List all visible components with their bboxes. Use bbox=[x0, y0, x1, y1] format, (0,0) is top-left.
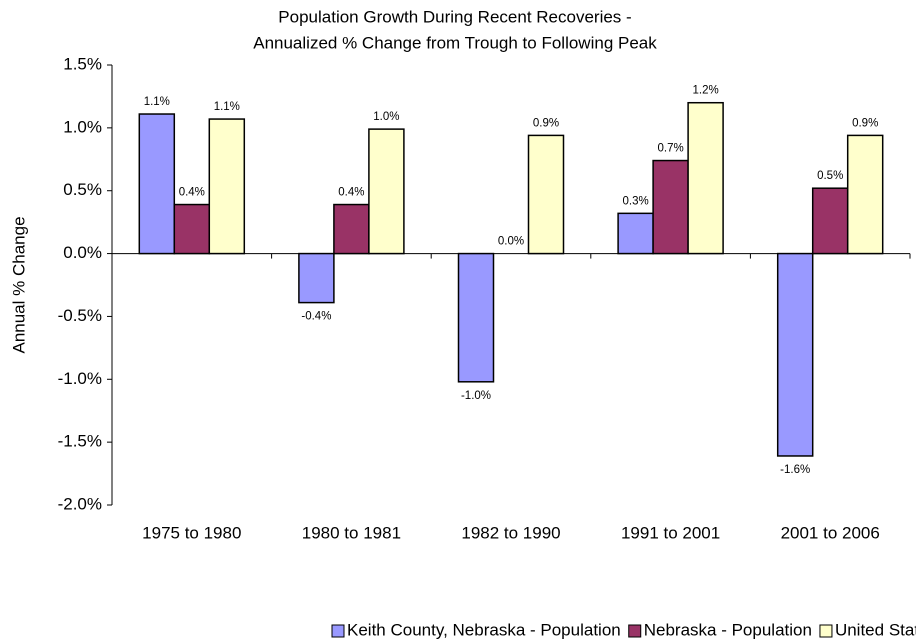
bar bbox=[846, 134, 884, 255]
x-tick-label: 1982 to 1990 bbox=[461, 523, 560, 542]
y-tick-label: 1.0% bbox=[63, 117, 102, 136]
value-label: 1.1% bbox=[214, 101, 240, 113]
legend-swatch bbox=[331, 624, 345, 638]
y-tick-label: 0.5% bbox=[63, 180, 102, 199]
value-label: 0.4% bbox=[179, 187, 205, 199]
y-tick-label: -0.5% bbox=[58, 306, 102, 325]
y-tick-label: 0.0% bbox=[63, 243, 102, 262]
chart-title: Population Growth During Recent Recoveri… bbox=[278, 7, 631, 26]
legend-label: Nebraska - Population bbox=[644, 620, 812, 639]
y-axis-label: Annual % Change bbox=[9, 216, 28, 353]
x-tick-label: 1991 to 2001 bbox=[621, 523, 720, 542]
y-tick-label: -1.5% bbox=[58, 432, 102, 451]
y-tick-label: -1.0% bbox=[58, 369, 102, 388]
legend-swatch bbox=[628, 624, 642, 638]
x-tick-label: 1975 to 1980 bbox=[142, 523, 241, 542]
value-label: 0.0% bbox=[498, 236, 524, 248]
value-label: 0.3% bbox=[622, 195, 648, 207]
bar bbox=[811, 187, 849, 255]
x-tick-label: 2001 to 2006 bbox=[781, 523, 880, 542]
bar bbox=[298, 252, 335, 304]
y-tick-label: 1.5% bbox=[63, 54, 102, 73]
value-label: 0.9% bbox=[852, 117, 878, 129]
bar bbox=[333, 203, 370, 255]
legend-label: Keith County, Nebraska - Population bbox=[347, 620, 621, 639]
value-label: -1.6% bbox=[780, 464, 810, 476]
bar bbox=[368, 128, 405, 255]
value-label: 1.0% bbox=[373, 111, 399, 123]
value-label: 1.1% bbox=[144, 96, 170, 108]
bar bbox=[173, 203, 211, 255]
value-label: -1.0% bbox=[461, 390, 491, 402]
bar bbox=[617, 212, 654, 255]
value-label: 0.4% bbox=[338, 187, 364, 199]
x-tick-label: 1980 to 1981 bbox=[302, 523, 401, 542]
legend-swatch bbox=[819, 624, 833, 638]
value-label: 0.7% bbox=[657, 143, 683, 155]
bar bbox=[776, 252, 814, 457]
legend-label: United States - Population bbox=[835, 620, 916, 639]
bar bbox=[652, 159, 689, 255]
bar bbox=[687, 101, 724, 255]
bar bbox=[208, 118, 246, 255]
y-tick-label: -2.0% bbox=[58, 494, 102, 513]
value-label: 1.2% bbox=[692, 85, 718, 97]
chart-subtitle: Annualized % Change from Trough to Follo… bbox=[253, 33, 657, 52]
value-label: 0.5% bbox=[817, 170, 843, 182]
bar bbox=[527, 134, 565, 255]
value-label: 0.9% bbox=[533, 117, 559, 129]
bar bbox=[138, 113, 176, 255]
value-label: -0.4% bbox=[301, 311, 331, 323]
bar bbox=[457, 252, 495, 383]
